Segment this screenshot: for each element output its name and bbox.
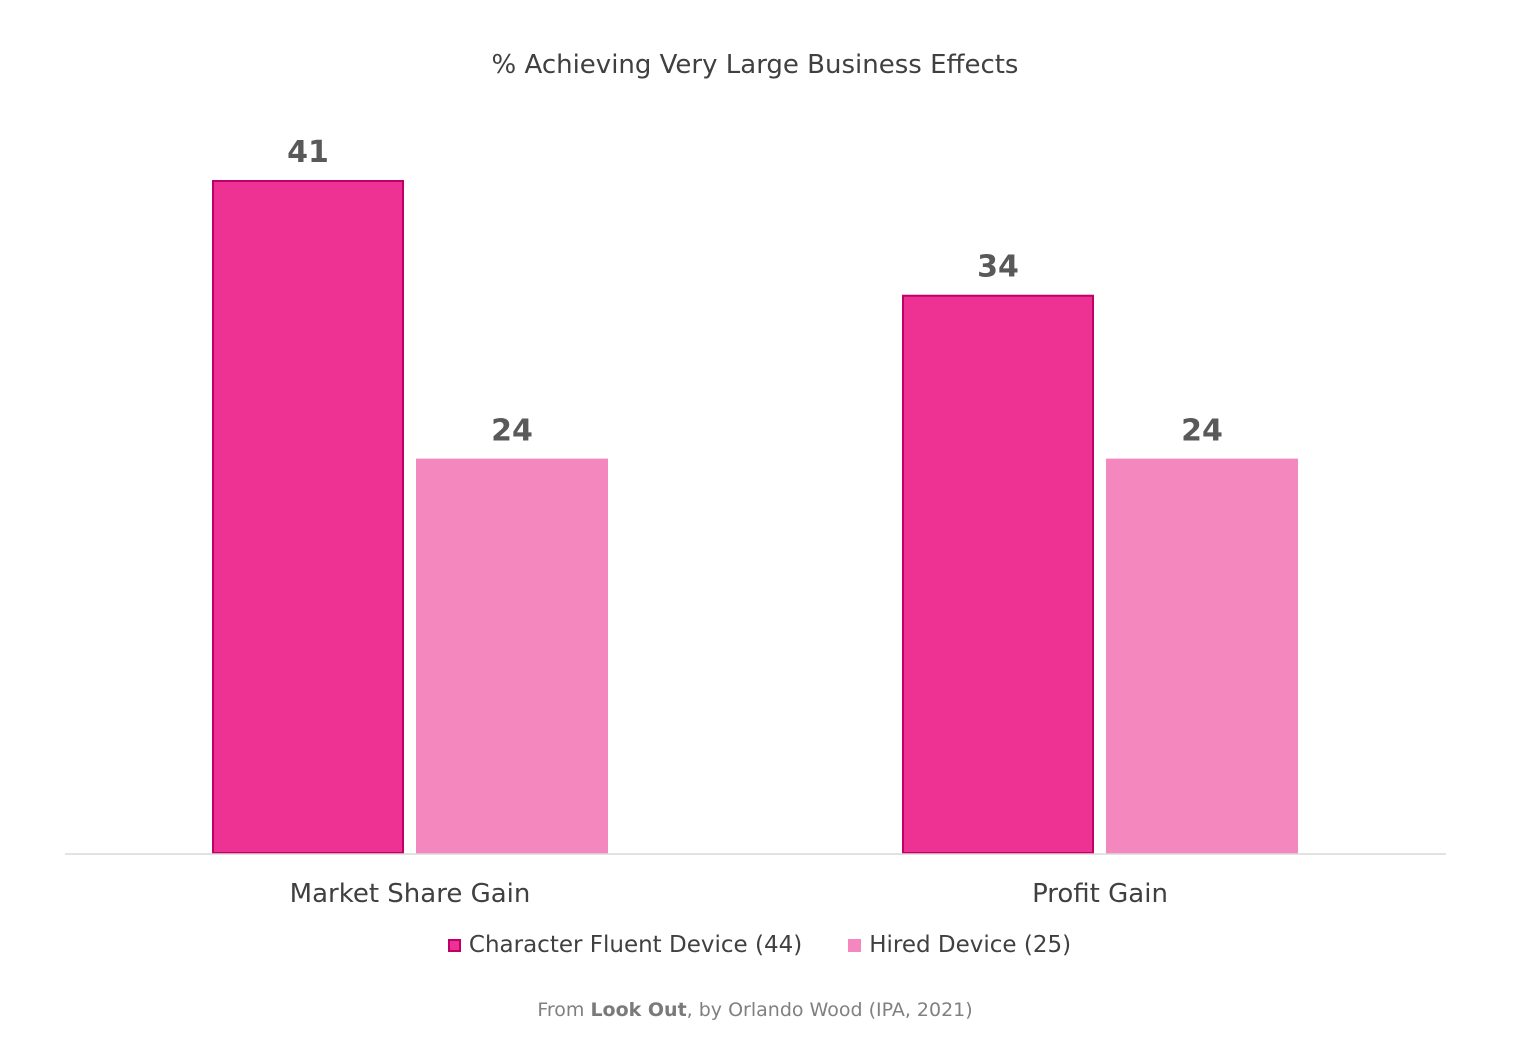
- category-label-profit-gain: Profit Gain: [1032, 879, 1168, 909]
- legend-label-character-fluent: Character Fluent Device (44): [468, 932, 803, 958]
- data-label-market-share-gain-character-fluent-device-44: 41: [287, 135, 329, 170]
- legend-swatch-character-fluent: [447, 938, 461, 952]
- data-label-profit-gain-character-fluent-device-44: 34: [977, 250, 1019, 285]
- legend: Character Fluent Device (44) Hired Devic…: [0, 932, 1519, 958]
- bar-profit-gain-hired-device-25: [1106, 458, 1298, 854]
- source-prefix: From: [537, 999, 585, 1021]
- category-label-market-share-gain: Market Share Gain: [290, 879, 531, 909]
- chart-title: % Achieving Very Large Business Effects: [491, 50, 1019, 80]
- legend-item-character-fluent[interactable]: Character Fluent Device (44): [447, 932, 803, 958]
- bar-profit-gain-character-fluent-device-44: [902, 294, 1094, 855]
- bar-market-share-gain-hired-device-25: [416, 458, 608, 854]
- legend-label-hired-device: Hired Device (25): [869, 932, 1072, 958]
- bar-market-share-gain-character-fluent-device-44: [212, 180, 404, 854]
- bar-chart: 41 24 Market Share Gain 34 24 Profit Gain: [65, 135, 1446, 909]
- legend-item-hired-device[interactable]: Hired Device (25): [848, 932, 1071, 958]
- source-note: From Look Out, by Orlando Wood (IPA, 202…: [0, 999, 1510, 1021]
- data-label-profit-gain-hired-device-25: 24: [1181, 414, 1223, 449]
- legend-swatch-hired-device: [848, 938, 862, 952]
- source-suffix: , by Orlando Wood (IPA, 2021): [686, 999, 973, 1021]
- data-label-market-share-gain-hired-device-25: 24: [491, 414, 533, 449]
- source-book-title: Look Out: [590, 999, 687, 1021]
